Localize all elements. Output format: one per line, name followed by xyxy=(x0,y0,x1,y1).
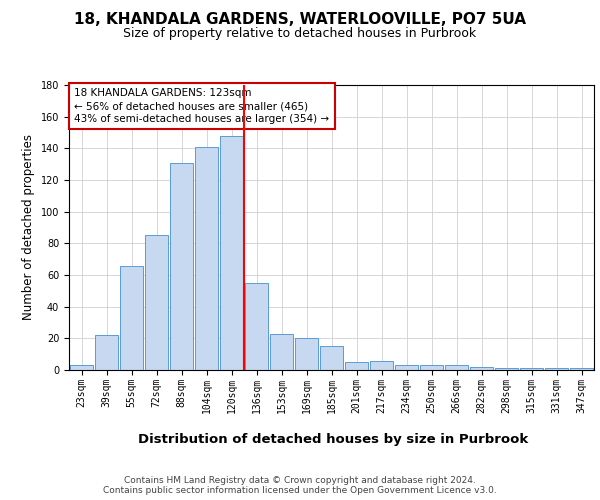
Bar xyxy=(570,368,593,370)
Bar xyxy=(220,136,243,370)
Text: Distribution of detached houses by size in Purbrook: Distribution of detached houses by size … xyxy=(138,432,528,446)
Bar xyxy=(195,147,218,370)
Bar xyxy=(545,368,568,370)
Bar xyxy=(245,283,268,370)
Bar xyxy=(445,365,468,370)
Bar xyxy=(520,368,543,370)
Text: 18, KHANDALA GARDENS, WATERLOOVILLE, PO7 5UA: 18, KHANDALA GARDENS, WATERLOOVILLE, PO7… xyxy=(74,12,526,28)
Bar xyxy=(70,365,93,370)
Bar xyxy=(170,162,193,370)
Bar xyxy=(370,360,393,370)
Text: Size of property relative to detached houses in Purbrook: Size of property relative to detached ho… xyxy=(124,28,476,40)
Bar xyxy=(145,236,168,370)
Bar xyxy=(270,334,293,370)
Bar xyxy=(320,346,343,370)
Text: 18 KHANDALA GARDENS: 123sqm
← 56% of detached houses are smaller (465)
43% of se: 18 KHANDALA GARDENS: 123sqm ← 56% of det… xyxy=(74,88,329,124)
Bar xyxy=(345,362,368,370)
Bar xyxy=(395,365,418,370)
Bar xyxy=(295,338,318,370)
Bar xyxy=(120,266,143,370)
Bar xyxy=(495,368,518,370)
Bar xyxy=(95,335,118,370)
Bar xyxy=(470,367,493,370)
Bar xyxy=(420,365,443,370)
Text: Contains HM Land Registry data © Crown copyright and database right 2024.
Contai: Contains HM Land Registry data © Crown c… xyxy=(103,476,497,495)
Y-axis label: Number of detached properties: Number of detached properties xyxy=(22,134,35,320)
